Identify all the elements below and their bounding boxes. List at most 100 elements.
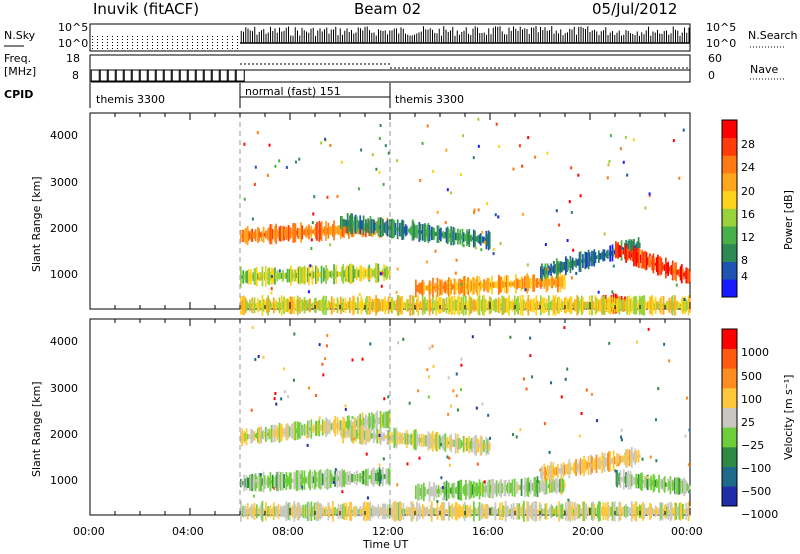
velocity-cell — [351, 509, 354, 513]
velocity-point — [649, 455, 652, 459]
power-point — [270, 287, 273, 291]
power-cell — [555, 302, 558, 308]
velocity-cell — [400, 434, 402, 443]
velocity-cell — [558, 501, 560, 522]
velocity-cell — [550, 479, 552, 493]
power-cell — [284, 228, 287, 238]
velocity-cell — [455, 502, 458, 521]
power-cell — [334, 225, 337, 236]
velocity-cell — [340, 504, 342, 519]
power-point — [311, 221, 314, 225]
velocity-point — [251, 326, 254, 330]
power-cell — [421, 295, 424, 316]
velocity-cell — [492, 478, 495, 499]
power-cell — [330, 226, 333, 235]
velocity-cell — [285, 472, 288, 490]
velocity-cell — [495, 480, 498, 497]
velocity-cell — [585, 503, 588, 520]
xtick-6: 00:00 — [671, 525, 703, 538]
velocity-cell — [579, 508, 582, 515]
velocity-cell — [608, 451, 610, 472]
velocity-cell — [611, 501, 614, 521]
power-cell — [260, 231, 263, 239]
velocity-cell — [415, 429, 417, 451]
power-cell — [603, 295, 606, 316]
velocity-cell — [371, 468, 374, 486]
power-cell — [475, 279, 477, 293]
velocity-cell — [341, 427, 343, 439]
velocity-cell — [295, 506, 298, 516]
power-colorbar-swatch — [722, 279, 737, 298]
power-cell — [568, 298, 571, 313]
power-cell — [682, 268, 684, 280]
velocity-cell — [382, 414, 384, 426]
velocity-cell — [592, 501, 595, 522]
power-cell — [567, 301, 570, 310]
velocity-cell — [397, 502, 400, 521]
velocity-cell — [417, 483, 420, 501]
velocity-point — [383, 397, 386, 401]
power-cell — [516, 278, 518, 290]
power-cell — [487, 300, 490, 311]
power-point — [490, 286, 493, 290]
power-cell — [383, 300, 385, 311]
velocity-cell — [355, 506, 358, 517]
power-cell — [643, 295, 646, 316]
power-cell — [445, 283, 448, 291]
power-cell — [440, 280, 442, 295]
velocity-cell — [453, 439, 456, 447]
power-cell — [430, 226, 433, 241]
velocity-cell — [430, 434, 433, 448]
velocity-cell — [301, 424, 304, 436]
power-cell — [436, 277, 439, 298]
power-cell — [343, 221, 346, 238]
velocity-cell — [385, 468, 388, 485]
velocity-cell — [427, 508, 430, 514]
power-cell — [434, 299, 437, 311]
velocity-cell — [632, 454, 634, 461]
velocity-cell — [549, 465, 551, 480]
velocity-cell — [405, 429, 408, 449]
velocity-cell — [629, 508, 632, 515]
power-cell — [442, 285, 445, 289]
power-point — [477, 144, 480, 148]
power-cell — [655, 301, 658, 310]
power-cell — [561, 274, 564, 289]
velocity-cell — [395, 502, 398, 520]
power-cell — [358, 221, 360, 229]
power-point — [544, 243, 547, 247]
power-cell — [365, 298, 367, 313]
power-cell — [665, 302, 667, 308]
power-cell — [672, 268, 675, 274]
velocity-point — [620, 428, 623, 432]
velocity-cell — [374, 432, 376, 440]
velocity-cell — [342, 470, 345, 487]
velocity-cell — [602, 502, 605, 521]
power-cell — [541, 263, 543, 281]
velocity-cbar-label: Velocity [m s⁻¹] — [782, 374, 795, 460]
velocity-cell — [377, 417, 380, 425]
power-point — [446, 188, 449, 192]
power-cell — [483, 294, 485, 316]
power-point — [344, 278, 347, 282]
velocity-cell — [569, 462, 572, 475]
power-cell — [549, 301, 551, 309]
velocity-cell — [470, 481, 473, 498]
power-cell — [465, 278, 467, 294]
velocity-cell — [485, 503, 488, 519]
velocity-cell — [404, 433, 407, 445]
power-cell — [312, 229, 315, 235]
velocity-point — [322, 373, 325, 377]
velocity-cell — [332, 476, 334, 482]
velocity-cell — [434, 508, 437, 515]
power-cell — [243, 295, 246, 316]
power-cell — [294, 269, 297, 282]
power-point — [648, 194, 651, 198]
velocity-cell — [687, 485, 690, 490]
velocity-cell — [242, 481, 245, 485]
velocity-cell — [372, 428, 375, 443]
power-cell — [325, 220, 327, 241]
power-cell — [391, 297, 393, 314]
velocity-cell — [428, 509, 431, 514]
power-cell — [390, 219, 392, 238]
